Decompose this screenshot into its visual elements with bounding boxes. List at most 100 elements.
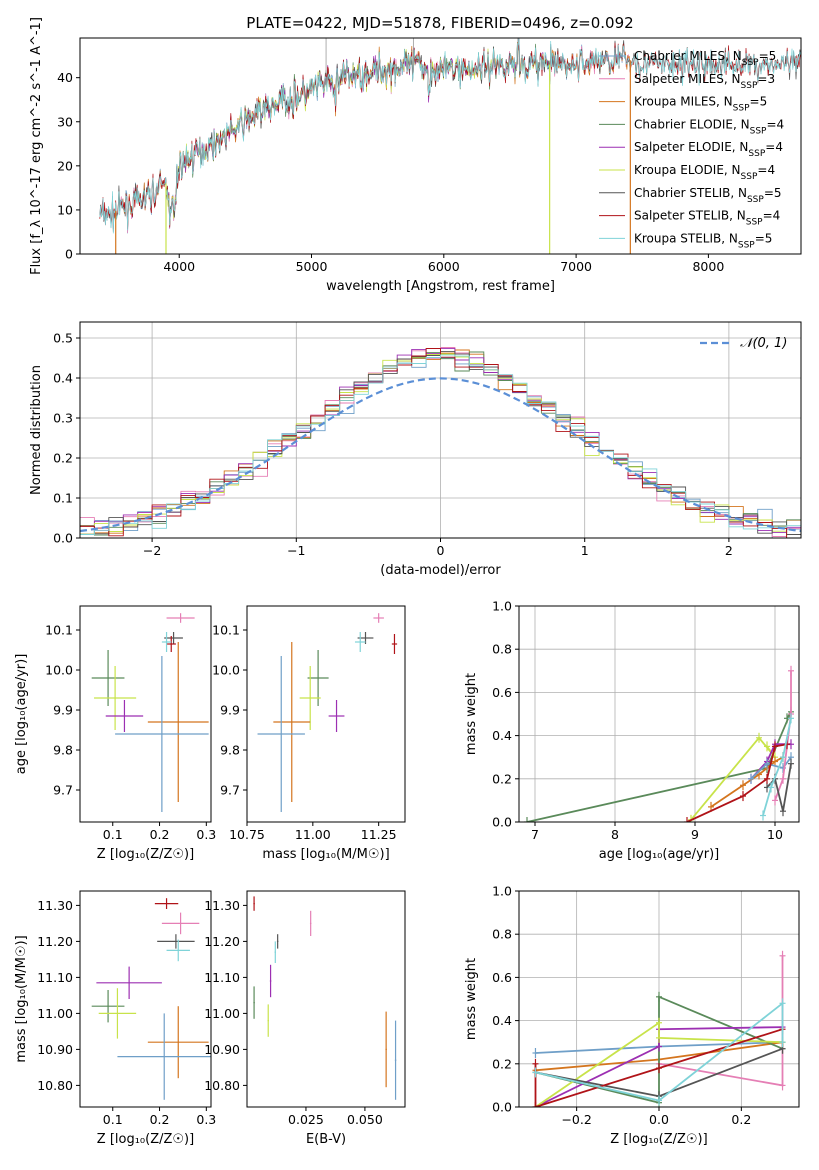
y-tick-label: 10.90 bbox=[204, 1042, 240, 1057]
x-tick-label: 0 bbox=[437, 543, 445, 558]
axes-frame bbox=[79, 321, 802, 539]
y-tick-label: 11.10 bbox=[204, 970, 240, 985]
panel-residuals: −2 −1 0 1 2 0.0 0.1 0.2 0.3 0.4 0.5 (data-model)/er… bbox=[29, 321, 802, 578]
y-axis-label: age [log₁₀(age/yr)] bbox=[14, 654, 29, 775]
y-tick-label: 0.3 bbox=[53, 411, 73, 426]
y-tick-label: 0.4 bbox=[492, 1013, 512, 1028]
x-tick-label: 1 bbox=[581, 543, 589, 558]
figure-title: PLATE=0422, MJD=51878, FIBERID=0496, z=0… bbox=[246, 14, 633, 32]
y-tick-label: 11.00 bbox=[204, 1006, 240, 1021]
legend-label: Kroupa MILES, NSSP=5 bbox=[634, 95, 767, 114]
y-tick-label: 20 bbox=[57, 158, 73, 173]
spectrum-lines bbox=[99, 38, 801, 254]
y-tick-label: 10.0 bbox=[212, 663, 240, 678]
panel-age_vs_mass: 10.75 11.00 11.25 9.7 9.8 9.9 10.0 10.1 mass [lo… bbox=[212, 605, 406, 862]
legend-label: Chabrier STELIB, NSSP=5 bbox=[634, 186, 782, 205]
y-tick-label: 11.20 bbox=[204, 934, 240, 949]
x-tick-label: 0.2 bbox=[731, 1112, 751, 1127]
x-axis-label: mass [log₁₀(M/M☉)] bbox=[262, 847, 389, 862]
y-tick-label: 10.0 bbox=[45, 663, 73, 678]
y-axis-label: mass weight bbox=[464, 958, 479, 1040]
weight-line bbox=[534, 1028, 783, 1107]
y-tick-label: 11.00 bbox=[37, 1006, 73, 1021]
x-tick-label: 10.75 bbox=[229, 827, 265, 842]
x-tick-label: −0.2 bbox=[561, 1112, 591, 1127]
y-tick-label: 0.6 bbox=[492, 685, 512, 700]
y-tick-label: 10.1 bbox=[45, 623, 73, 638]
y-tick-label: 9.8 bbox=[220, 743, 240, 758]
y-tick-label: 1.0 bbox=[492, 884, 512, 899]
y-tick-label: 40 bbox=[57, 70, 73, 85]
weight-lines bbox=[532, 950, 786, 1107]
axes-frame bbox=[246, 890, 406, 1108]
y-tick-label: 0.5 bbox=[53, 331, 73, 346]
x-tick-label: 5000 bbox=[296, 259, 328, 274]
x-tick-label: 6000 bbox=[428, 259, 460, 274]
axes-frame bbox=[518, 605, 800, 823]
y-tick-label: 11.30 bbox=[204, 898, 240, 913]
legend-label: Kroupa ELODIE, NSSP=4 bbox=[634, 163, 775, 182]
y-tick-label: 0.8 bbox=[492, 927, 512, 942]
y-tick-label: 9.7 bbox=[220, 783, 240, 798]
y-tick-label: 9.7 bbox=[53, 783, 73, 798]
legend-label: Salpeter MILES, NSSP=3 bbox=[634, 72, 775, 91]
weight-lines bbox=[524, 665, 794, 822]
weight-line bbox=[534, 1021, 783, 1107]
x-tick-label: 7 bbox=[531, 827, 539, 842]
panel-spectrum: 4000 5000 6000 7000 8000 0 10 20 30 40 wavelength … bbox=[29, 17, 802, 294]
y-tick-label: 11.10 bbox=[37, 970, 73, 985]
x-axis-label: Z [log₁₀(Z/Z☉)] bbox=[610, 1132, 707, 1147]
panel-weight_vs_age: 7 8 9 10 0.0 0.2 0.4 0.6 0.8 1.0 age [log₁₀(age/yr… bbox=[464, 599, 800, 862]
x-axis-label: Z [log₁₀(Z/Z☉)] bbox=[97, 1132, 194, 1147]
weight-line bbox=[762, 718, 792, 816]
y-tick-label: 9.8 bbox=[53, 743, 73, 758]
x-tick-label: 4000 bbox=[163, 259, 195, 274]
y-axis-label: mass [log₁₀(M/M☉)] bbox=[14, 935, 29, 1062]
histogram-salpeter-stelib bbox=[80, 348, 801, 538]
x-axis-label: E(B-V) bbox=[306, 1132, 346, 1147]
x-tick-label: 0.3 bbox=[196, 827, 216, 842]
histogram-kroupa-stelib bbox=[80, 354, 801, 535]
x-tick-label: 8 bbox=[611, 827, 619, 842]
y-tick-label: 0.2 bbox=[492, 771, 512, 786]
axes-frame bbox=[246, 605, 406, 823]
x-axis-label: Z [log₁₀(Z/Z☉)] bbox=[97, 847, 194, 862]
errorbars bbox=[253, 896, 397, 1100]
panel-age_vs_Z: 0.1 0.2 0.3 9.7 9.8 9.9 10.0 10.1 Z [log₁₀(Z/Z☉)… bbox=[14, 605, 216, 862]
axes-frame bbox=[518, 890, 800, 1108]
legend-label: Chabrier ELODIE, NSSP=4 bbox=[634, 117, 784, 136]
weight-line bbox=[526, 711, 792, 822]
x-tick-label: 0.050 bbox=[347, 1112, 383, 1127]
x-tick-label: 0.2 bbox=[150, 827, 170, 842]
legend-label: Salpeter ELODIE, NSSP=4 bbox=[634, 140, 783, 159]
y-axis-label: Normed distribution bbox=[29, 365, 44, 495]
panel-mass_vs_Z: 0.1 0.2 0.3 10.80 10.90 11.00 11.10 11.20 11.30 Z… bbox=[14, 890, 216, 1147]
x-tick-label: 11.25 bbox=[361, 827, 397, 842]
y-tick-label: 10.90 bbox=[37, 1042, 73, 1057]
y-tick-label: 0.6 bbox=[492, 970, 512, 985]
y-axis-label: mass weight bbox=[464, 673, 479, 755]
x-tick-label: 2 bbox=[725, 543, 733, 558]
y-tick-label: 0.2 bbox=[53, 451, 73, 466]
y-tick-label: 10.80 bbox=[37, 1078, 73, 1093]
legend-label: 𝒩(0, 1) bbox=[740, 336, 787, 351]
x-tick-label: −2 bbox=[143, 543, 161, 558]
errorbars bbox=[91, 898, 211, 1100]
x-tick-label: 0.025 bbox=[288, 1112, 324, 1127]
y-tick-label: 9.9 bbox=[220, 703, 240, 718]
y-tick-label: 0.4 bbox=[53, 371, 73, 386]
spectrum-kroupa-stelib bbox=[99, 38, 801, 234]
normal-curve bbox=[80, 377, 801, 533]
y-tick-label: 30 bbox=[57, 114, 73, 129]
errorbars bbox=[257, 613, 398, 812]
errorbars bbox=[91, 613, 209, 812]
x-tick-label: 7000 bbox=[560, 259, 592, 274]
x-tick-label: 8000 bbox=[692, 259, 724, 274]
axes-frame bbox=[79, 890, 212, 1108]
histograms bbox=[80, 347, 801, 538]
y-tick-label: 1.0 bbox=[492, 599, 512, 614]
y-tick-label: 10.80 bbox=[204, 1078, 240, 1093]
x-tick-label: 0.2 bbox=[150, 1112, 170, 1127]
y-tick-label: 0.0 bbox=[492, 815, 512, 830]
